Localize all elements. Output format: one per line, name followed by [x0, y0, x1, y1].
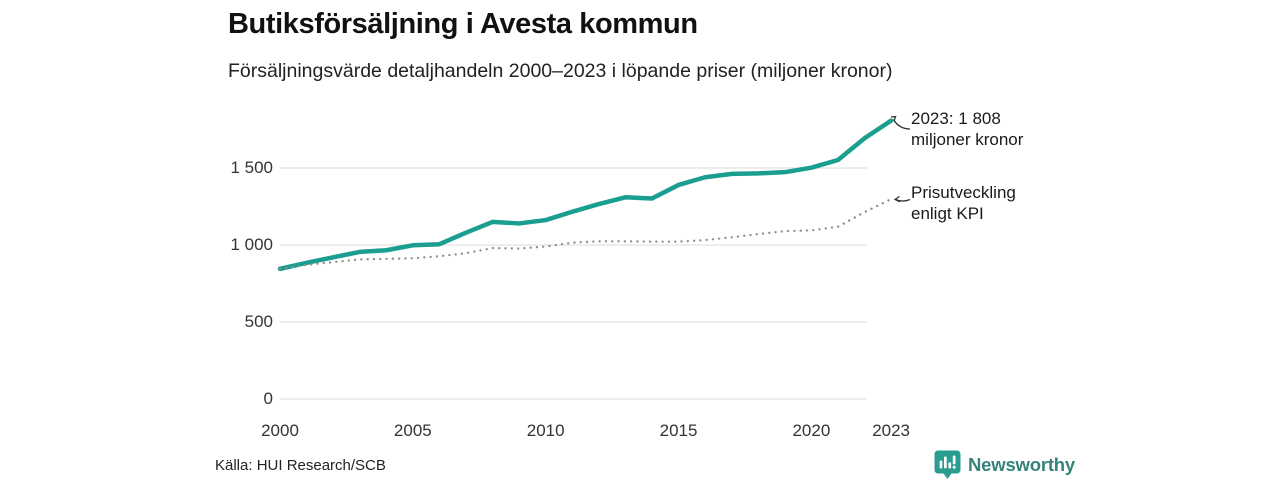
annotation-arrowhead-kpi: [893, 195, 901, 203]
y-axis-tick-label: 500: [244, 312, 273, 331]
x-axis-tick-label: 2015: [659, 421, 698, 440]
annotation-sales-line1: 2023: 1 808: [911, 109, 1001, 128]
chart-subtitle: Försäljningsvärde detaljhandeln 2000–202…: [228, 60, 893, 82]
x-axis-tick-label: 2020: [792, 421, 831, 440]
x-axis-tick-label: 2005: [393, 421, 432, 440]
series-dotted: [278, 197, 893, 271]
y-axis-tick-label: 1 500: [230, 158, 273, 177]
source-credit: Källa: HUI Research/SCB: [215, 457, 386, 474]
series-solid: [277, 118, 894, 272]
annotation-kpi-line2: enligt KPI: [911, 203, 984, 223]
newsworthy-wordmark: Newsworthy: [968, 454, 1075, 475]
annotation-arrowhead-sales: [890, 115, 897, 122]
y-axis-tick-label: 0: [263, 389, 273, 408]
x-axis-tick-label: 2023: [872, 421, 911, 440]
annotation-arrow-sales: [892, 119, 911, 130]
annotation-kpi-line1: Prisutveckling: [911, 183, 1016, 202]
y-axis-tick-label: 1 000: [230, 235, 273, 254]
annotation-kpi: Prisutveckling enligt KPI: [911, 183, 1016, 224]
newsworthy-logo: Newsworthy: [934, 450, 1075, 480]
x-axis-tick-label: 2010: [526, 421, 565, 440]
annotation-sales-line2: miljoner kronor: [911, 129, 1024, 149]
gridlines: [280, 167, 867, 400]
annotation-sales-2023: 2023: 1 808 miljoner kronor: [911, 109, 1023, 150]
data-series: [277, 118, 894, 272]
chart-title: Butiksförsäljning i Avesta kommun: [228, 8, 698, 40]
x-axis-tick-label: 2000: [261, 421, 299, 440]
newsworthy-bubble-icon: [934, 450, 961, 479]
